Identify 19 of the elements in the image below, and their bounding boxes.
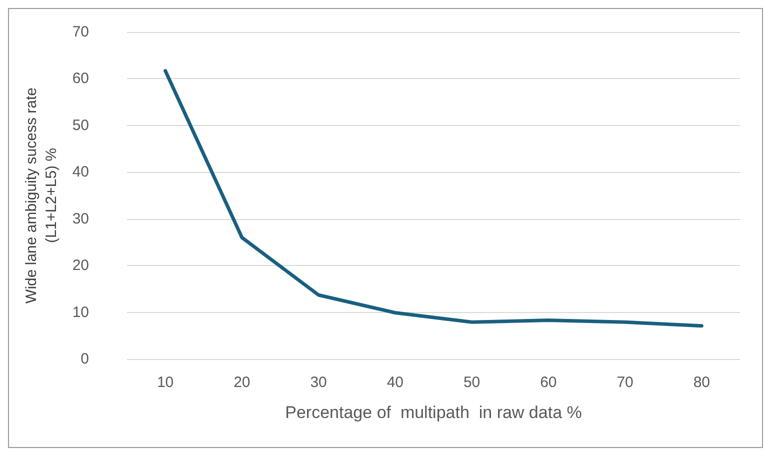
x-tick-label: 80 bbox=[693, 374, 710, 391]
y-tick-label: 50 bbox=[72, 116, 89, 134]
y-tick-label: 60 bbox=[72, 70, 89, 88]
x-tick-label: 70 bbox=[616, 374, 634, 391]
y-tick-label: 70 bbox=[72, 24, 89, 40]
y-tick-label: 20 bbox=[72, 257, 89, 274]
line-series bbox=[164, 69, 704, 328]
x-tick-label: 60 bbox=[540, 374, 557, 391]
x-tick-label: 10 bbox=[156, 374, 174, 391]
x-tick-label: 30 bbox=[310, 374, 327, 391]
x-axis-title: Percentage of multipath in raw data % bbox=[285, 403, 582, 422]
y-tick-label: 10 bbox=[72, 304, 89, 321]
y-tick-label: 0 bbox=[80, 350, 89, 368]
x-tick-label: 20 bbox=[234, 374, 250, 391]
y-axis-title: Wide lane ambiguity sucess rate (L1+L2+L5) % bbox=[22, 88, 60, 304]
x-tick-label: 40 bbox=[386, 374, 404, 391]
y-tick-label: 40 bbox=[72, 164, 89, 181]
y-tick-label: 30 bbox=[72, 210, 89, 228]
x-tick-label: 50 bbox=[463, 374, 480, 391]
